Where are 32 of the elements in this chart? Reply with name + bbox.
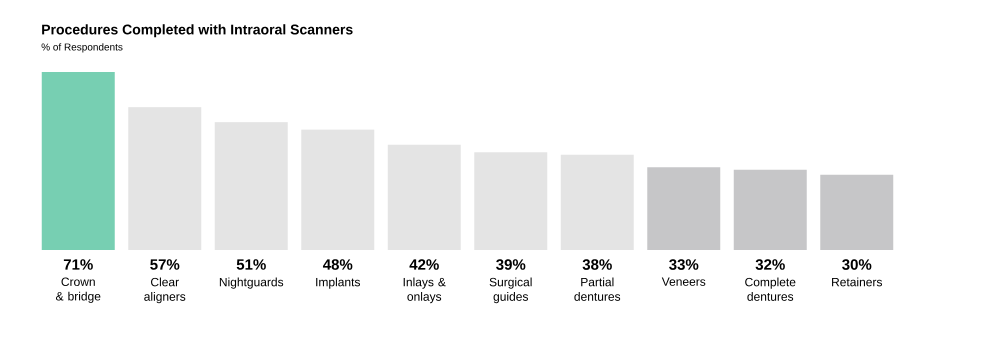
bar	[42, 72, 115, 250]
data-label: 33%	[669, 259, 698, 270]
chart-title: Procedures Completed with Intraoral Scanners	[42, 24, 353, 38]
bar	[214, 122, 288, 250]
bar	[560, 154, 634, 250]
chart-subtitle: % of Respondents	[42, 43, 123, 53]
x-tick-label: Veneers	[662, 278, 706, 286]
x-tick-label: Nightguards	[220, 278, 284, 289]
data-label: 71%	[64, 259, 93, 270]
data-label: 39%	[496, 259, 526, 270]
bar	[820, 174, 894, 250]
data-label: 57%	[150, 259, 180, 270]
bar	[128, 107, 202, 250]
data-label: 48%	[322, 259, 352, 270]
bar	[388, 144, 461, 250]
x-tick-label: Implants	[316, 278, 360, 289]
x-tick-label: Inlays & onlays	[404, 278, 446, 304]
bar	[474, 152, 548, 250]
x-tick-label: Complete dentures	[745, 278, 796, 301]
bar	[734, 170, 807, 250]
bar	[647, 167, 720, 250]
x-tick-label: Retainers	[832, 278, 882, 286]
data-label: 51%	[236, 259, 266, 270]
data-label: 32%	[756, 259, 785, 270]
data-label: 38%	[582, 259, 612, 270]
x-tick-label: Clear aligners	[144, 278, 186, 304]
x-tick-label: Surgical guides	[490, 278, 532, 304]
x-tick-label: Partial dentures	[574, 278, 620, 301]
data-label: 42%	[409, 259, 439, 270]
data-label: 30%	[842, 259, 872, 270]
bar	[301, 130, 374, 250]
x-tick-label: Crown & bridge	[56, 278, 100, 303]
